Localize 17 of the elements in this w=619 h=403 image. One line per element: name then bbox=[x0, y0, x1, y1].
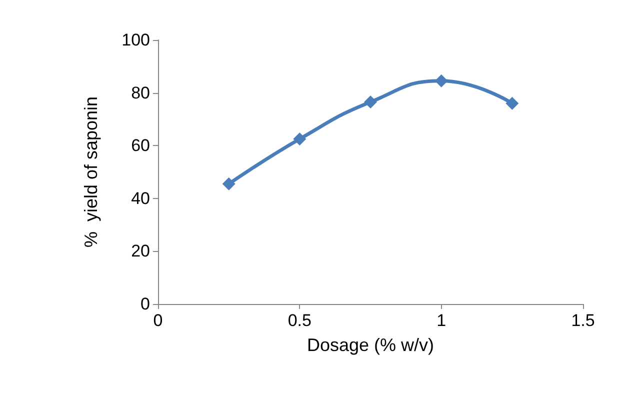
x-tick-label: 0.5 bbox=[288, 311, 312, 330]
y-tick-label: 0 bbox=[140, 294, 150, 314]
x-tick-label: 1.5 bbox=[571, 311, 595, 330]
y-tick-label: 20 bbox=[131, 242, 150, 261]
y-axis-title: % yield of saponin bbox=[81, 96, 101, 248]
y-tick-label: 80 bbox=[131, 83, 150, 102]
point bbox=[222, 177, 236, 190]
point bbox=[506, 96, 519, 110]
x-tick-label: 1 bbox=[436, 311, 446, 330]
x-axis-title: Dosage (% w/v) bbox=[306, 335, 434, 355]
y-tick-label: 100 bbox=[122, 30, 150, 50]
y-tick-label: 60 bbox=[131, 136, 150, 156]
x-tick-label: 0 bbox=[153, 311, 163, 330]
point bbox=[364, 96, 377, 109]
point bbox=[434, 74, 448, 88]
y-tick-label: 40 bbox=[131, 188, 150, 208]
point bbox=[293, 132, 306, 146]
